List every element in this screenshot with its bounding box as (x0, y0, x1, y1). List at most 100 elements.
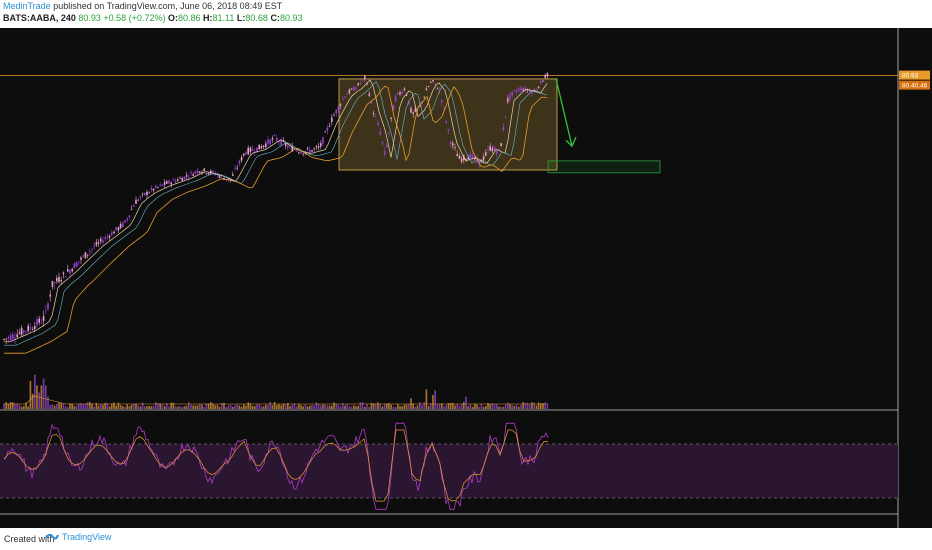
volume-bar (306, 406, 309, 409)
volume-bar (100, 403, 102, 409)
candle-body (381, 141, 384, 143)
candle-body (181, 178, 183, 181)
candle-body (513, 90, 516, 92)
volume-bar (69, 403, 71, 409)
volume-bar (485, 405, 487, 409)
symbol-label[interactable]: BATS:AABA, 240 (3, 13, 76, 23)
volume-bar (106, 403, 109, 409)
candle-body (397, 92, 399, 95)
candle-body (190, 172, 192, 174)
volume-bar (421, 405, 423, 409)
candle-body (67, 269, 69, 272)
candle-body (337, 106, 340, 111)
candle-body (152, 188, 155, 191)
candle-body (278, 141, 280, 143)
volume-bar (291, 404, 293, 409)
candle-body (137, 199, 139, 202)
high-value: 81.11 (212, 13, 235, 23)
volume-bar (333, 402, 335, 409)
volume-bar (405, 404, 408, 409)
candle-body (449, 141, 452, 144)
volume-bar (529, 404, 531, 409)
author-link[interactable]: MedinTrade (3, 1, 51, 11)
candle-body (124, 220, 126, 223)
candle-body (161, 184, 164, 186)
volume-bar (364, 406, 366, 409)
ma-slow-line (4, 85, 548, 354)
volume-bar (210, 402, 212, 409)
tradingview-brand[interactable]: TradingView (45, 532, 112, 542)
candle-body (438, 89, 441, 91)
ma-mid-line (4, 81, 548, 346)
volume-bar (348, 406, 351, 409)
volume-bar (181, 406, 183, 409)
candle-body (315, 146, 318, 148)
volume-bar (463, 402, 465, 409)
candle-body (29, 327, 32, 329)
volume-bar (157, 403, 159, 409)
volume-bar (249, 403, 252, 409)
created-with-label: Created with (4, 534, 55, 544)
chart-svg[interactable]: 86.0082.0078.0074.0070.0068.0066.0064.00… (0, 28, 932, 528)
volume-bar (9, 402, 12, 409)
volume-bar (82, 404, 84, 409)
close-value: 80.93 (279, 13, 303, 23)
candle-body (306, 148, 309, 149)
candle-body (529, 90, 531, 92)
volume-bar (452, 402, 454, 409)
candle-body (31, 328, 34, 330)
candle-body (60, 280, 62, 282)
volume-bar (526, 402, 529, 409)
volume-bar (476, 404, 478, 409)
volume-bar (170, 402, 172, 409)
volume-bar (148, 405, 150, 409)
candle-body (251, 148, 254, 151)
candle-body (126, 218, 128, 221)
volume-bar (355, 406, 357, 409)
volume-bar (300, 405, 302, 409)
candle-body (388, 132, 390, 134)
volume-bar (394, 406, 397, 409)
volume-bar (124, 406, 126, 409)
volume-bar (454, 405, 456, 409)
candle-body (135, 199, 137, 204)
volume-bar (392, 406, 395, 409)
candle-body (537, 86, 540, 88)
volume-bar (496, 404, 498, 409)
candle-body (218, 175, 221, 178)
candle-body (460, 158, 463, 162)
open-value: 80.86 (177, 13, 201, 23)
candle-body (240, 157, 243, 161)
volume-bar (256, 404, 258, 409)
candle-body (524, 87, 527, 91)
volume-bar (480, 403, 483, 409)
volume-bar (390, 404, 392, 409)
volume-bar (258, 404, 260, 409)
candle-body (447, 129, 450, 131)
volume-bar (108, 406, 111, 409)
candle-body (64, 276, 67, 278)
candle-body (106, 236, 109, 238)
candle-body (207, 172, 210, 175)
candle-body (504, 115, 507, 117)
candle-body (507, 98, 509, 102)
volume-bar (3, 403, 5, 409)
down-arrow-shaft (555, 78, 573, 147)
chart-area[interactable]: 86.0082.0078.0074.0070.0068.0066.0064.00… (0, 28, 932, 528)
last-price: 80.93 (78, 13, 101, 23)
volume-bar (95, 402, 98, 409)
candle-body (201, 171, 203, 173)
candle-body (91, 248, 93, 250)
candle-body (498, 148, 500, 150)
candle-body (177, 179, 179, 181)
candle-body (520, 87, 522, 91)
volume-bar (207, 403, 210, 409)
candle-body (53, 282, 56, 284)
volume-bar (469, 404, 472, 409)
volume-bar (353, 405, 355, 409)
volume-bar (513, 405, 516, 409)
volume-bar (234, 405, 236, 409)
candle-body (56, 278, 58, 282)
volume-bar (370, 402, 373, 409)
volume-bar (115, 405, 117, 409)
